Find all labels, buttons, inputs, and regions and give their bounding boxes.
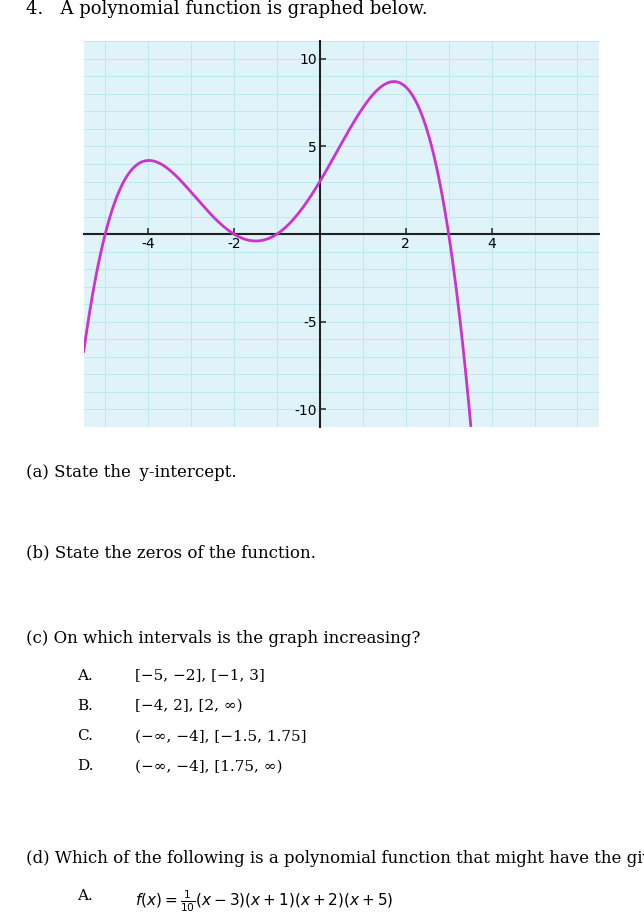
Text: C.: C. <box>77 729 93 744</box>
Text: B.: B. <box>77 699 93 713</box>
Text: [−4, 2], [2, ∞): [−4, 2], [2, ∞) <box>135 699 243 713</box>
Text: $f(x) = \frac{1}{10}(x-3)(x+1)(x+2)(x+5)$: $f(x) = \frac{1}{10}(x-3)(x+1)(x+2)(x+5)… <box>135 889 393 914</box>
Text: A.: A. <box>77 668 93 683</box>
Text: (c) On which intervals is the graph increasing?: (c) On which intervals is the graph incr… <box>26 630 420 647</box>
Text: (−∞, −4], [1.75, ∞): (−∞, −4], [1.75, ∞) <box>135 759 283 774</box>
Text: 4.   A polynomial function is graphed below.: 4. A polynomial function is graphed belo… <box>26 0 428 18</box>
Text: (a) State the  ​y-intercept.: (a) State the ​y-intercept. <box>26 464 236 481</box>
Text: (−∞, −4], [−1.5, 1.75]: (−∞, −4], [−1.5, 1.75] <box>135 729 307 744</box>
Text: [−5, −2], [−1, 3]: [−5, −2], [−1, 3] <box>135 668 265 683</box>
Text: A.: A. <box>77 889 93 902</box>
Text: (d) Which of the following is a polynomial function that might have the given gr: (d) Which of the following is a polynomi… <box>26 850 644 868</box>
Text: (b) State the zeros of the function.: (b) State the zeros of the function. <box>26 544 316 562</box>
Text: D.: D. <box>77 759 94 774</box>
